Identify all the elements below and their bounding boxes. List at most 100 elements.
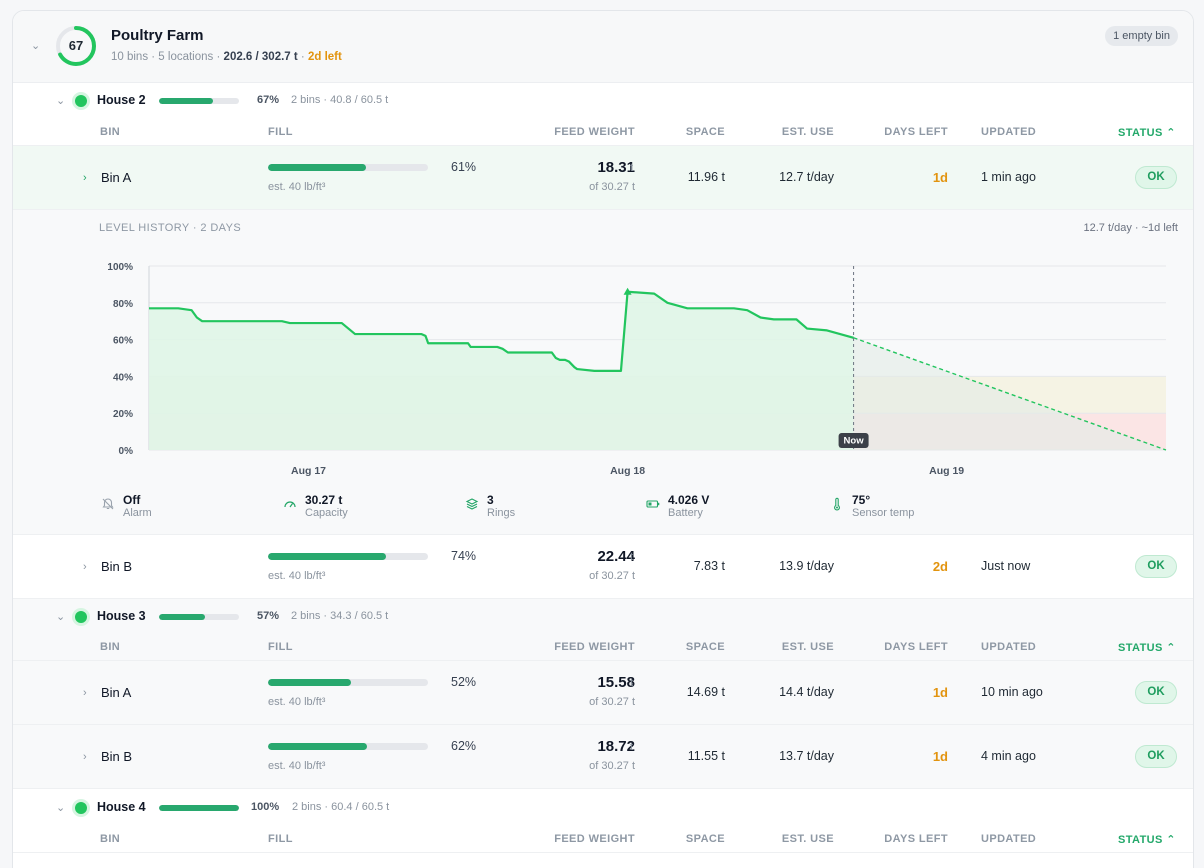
house-fill-bar (159, 614, 239, 620)
separator: · (216, 51, 221, 63)
chevron-up-icon[interactable]: ⌃ (1166, 642, 1176, 654)
col-days-left: DAYS LEFT (884, 641, 948, 653)
col-space: SPACE (685, 833, 725, 845)
col-fill: FILL (268, 833, 293, 845)
bin-updated: 4 min ago (981, 749, 1036, 763)
table-row[interactable]: › Bin B 62% est. 40 lb/ft³ 18.72 t of 30… (13, 725, 1193, 789)
farm-header[interactable]: ⌄ 67 Poultry Farm 10 bins · 5 locations … (13, 11, 1193, 83)
bin-days-left: 1d (932, 170, 948, 185)
table-row[interactable]: › Bin A 61% est. 40 lb/ft³ 18.31 t of 30… (13, 146, 1193, 210)
table-row[interactable]: › Bin B 74% est. 40 lb/ft³ 22.44 t of 30… (13, 535, 1193, 599)
house-name: House 3 (97, 609, 146, 623)
col-bin: BIN (100, 126, 121, 138)
bin-est-use: 13.9 t/day (779, 559, 834, 573)
house-fill-pct: 67% (257, 94, 280, 106)
chevron-down-icon[interactable]: ⌄ (31, 40, 41, 52)
separator: · (300, 51, 305, 63)
bin-weight-unit: t (630, 741, 634, 753)
bin-weight: 22.44 (597, 548, 635, 565)
score-ring-icon (56, 26, 96, 66)
chevron-right-icon[interactable]: › (83, 687, 87, 699)
bin-fill-pct: 61% (451, 160, 477, 174)
col-status-sort[interactable]: STATUS ⌃ (1118, 641, 1176, 654)
bin-fill-pct: 62% (451, 739, 477, 753)
house-fill-pct: 57% (257, 610, 280, 622)
col-fill: FILL (268, 126, 293, 138)
col-feed-weight: FEED WEIGHT (554, 833, 635, 845)
stat-label: Rings (487, 507, 516, 519)
x-tick-label: Aug 18 (610, 465, 645, 477)
chevron-down-icon[interactable]: ⌄ (56, 95, 66, 107)
col-space: SPACE (685, 126, 725, 138)
bin-weight: 18.72 (597, 738, 635, 755)
gauge-icon (283, 497, 299, 513)
stat-label: Battery (668, 507, 703, 519)
bin-space: 11.55 t (687, 749, 725, 763)
chevron-up-icon[interactable]: ⌃ (1166, 127, 1176, 139)
thermometer-icon (830, 497, 846, 513)
bin-density: est. 40 lb/ft³ (268, 181, 326, 193)
bin-weight-unit: t (630, 551, 634, 563)
col-est-use: EST. USE (781, 126, 834, 138)
bin-updated: Just now (981, 559, 1031, 573)
col-status[interactable]: STATUS (1118, 127, 1163, 139)
house-fill-pct: 100% (251, 801, 280, 813)
house-fill-bar (159, 805, 239, 811)
now-badge (838, 433, 869, 448)
bin-fill-pct: 74% (451, 549, 477, 563)
bin-weight-unit: t (630, 162, 634, 174)
table-row[interactable]: › Bin A 52% est. 40 lb/ft³ 15.58 t of 30… (13, 661, 1193, 725)
col-status-sort[interactable]: STATUS ⌃ (1118, 126, 1176, 139)
table-header: BIN FILL FEED WEIGHT SPACE EST. USE DAYS… (13, 633, 1193, 661)
bin-fill-bar (268, 743, 428, 750)
bin-fill-bar (268, 553, 428, 560)
table-header: BIN FILL FEED WEIGHT SPACE EST. USE DAYS… (13, 118, 1193, 146)
house-row[interactable]: ⌄ House 3 57% 2 bins · 34.3 / 60.5 t (13, 600, 1193, 634)
layers-icon (465, 497, 481, 513)
forecast-area (853, 337, 1166, 450)
bin-weight: 15.58 (597, 674, 635, 691)
chevron-right-icon[interactable]: › (83, 751, 87, 763)
forecast-line (853, 337, 1167, 451)
y-tick-label: 60% (113, 336, 133, 347)
farm-summary: 10 bins · 5 locations · 202.6 / 302.7 t … (111, 51, 342, 63)
house-row[interactable]: ⌄ House 2 67% 2 bins · 40.8 / 60.5 t (13, 84, 1193, 118)
col-status-sort[interactable]: STATUS ⌃ (1118, 833, 1176, 846)
level-history-panel: LEVEL HISTORY · 2 DAYS 12.7 t/day · ~1d … (13, 210, 1193, 535)
stat-value: 3 (487, 493, 494, 507)
bin-name: Bin A (101, 170, 132, 185)
y-tick-label: 40% (113, 372, 133, 383)
chevron-right-icon[interactable]: › (83, 561, 87, 573)
col-bin: BIN (100, 833, 121, 845)
col-feed-weight: FEED WEIGHT (554, 126, 635, 138)
bin-capacity: of 30.27 t (589, 696, 635, 708)
col-status[interactable]: STATUS (1118, 642, 1163, 654)
bin-capacity: of 30.27 t (589, 760, 635, 772)
bin-fill-bar (268, 679, 428, 686)
bin-days-left: 2d (932, 559, 948, 574)
bin-space: 7.83 t (693, 559, 725, 573)
level-line (149, 290, 854, 372)
house-fill-bar (159, 98, 239, 104)
status-badge: OK (1135, 555, 1177, 578)
bin-updated: 1 min ago (981, 170, 1036, 184)
y-tick-label: 0% (119, 446, 134, 457)
bin-name: Bin B (101, 559, 133, 574)
bin-density: est. 40 lb/ft³ (268, 760, 326, 772)
bell-off-icon (101, 497, 117, 513)
bin-stats: Off Alarm 30.27 t Capacity 3 Rings (13, 493, 1193, 533)
chevron-down-icon[interactable]: ⌄ (56, 611, 66, 623)
col-status[interactable]: STATUS (1118, 834, 1163, 846)
col-days-left: DAYS LEFT (884, 126, 948, 138)
farm-name: Poultry Farm (111, 27, 204, 44)
empty-bin-badge: 1 empty bin (1105, 26, 1178, 46)
house-row[interactable]: ⌄ House 4 100% 2 bins · 60.4 / 60.5 t (13, 791, 1193, 825)
farm-days-left: 2d left (307, 51, 342, 63)
chevron-down-icon[interactable]: ⌄ (56, 802, 66, 814)
history-title: LEVEL HISTORY · 2 DAYS (99, 222, 242, 234)
chevron-up-icon[interactable]: ⌃ (1166, 834, 1176, 846)
col-space: SPACE (685, 641, 725, 653)
bin-weight: 18.31 (597, 159, 635, 176)
bin-updated: 10 min ago (981, 685, 1043, 699)
chevron-right-icon[interactable]: › (83, 172, 87, 184)
